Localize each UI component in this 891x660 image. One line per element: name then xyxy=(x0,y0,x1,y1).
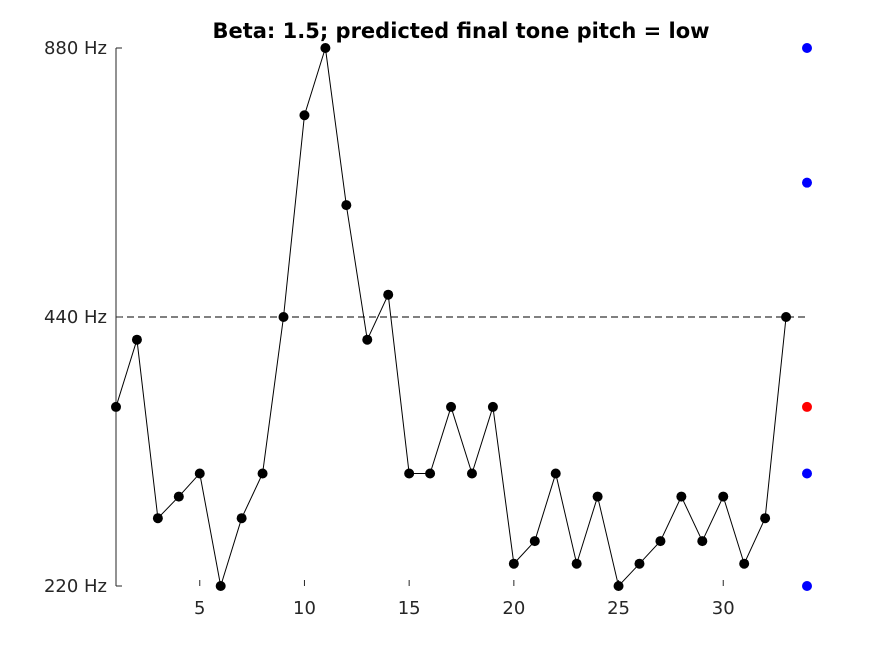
data-point xyxy=(173,491,184,502)
data-point xyxy=(299,110,310,121)
data-point xyxy=(446,401,457,412)
x-tick-label: 5 xyxy=(194,598,205,619)
data-points xyxy=(111,43,792,591)
data-point xyxy=(466,468,477,479)
y-tick-label: 220 Hz xyxy=(44,576,107,597)
data-point xyxy=(571,558,582,569)
data-point xyxy=(781,312,792,322)
data-point xyxy=(341,200,352,211)
data-point xyxy=(152,513,163,524)
data-point xyxy=(697,536,708,547)
data-point xyxy=(718,491,729,502)
x-tick-label: 30 xyxy=(712,598,735,619)
x-tick-label: 25 xyxy=(607,598,630,619)
data-point xyxy=(655,536,666,547)
plot-area: 220 Hz 440 Hz 880 Hz 5 10 15 20 25 30 xyxy=(44,38,812,619)
data-point xyxy=(739,558,750,569)
candidate-tone-point xyxy=(802,468,812,479)
candidate-tone-point xyxy=(802,43,812,53)
x-tick-label: 15 xyxy=(398,598,421,619)
x-tick-label: 20 xyxy=(502,598,525,619)
chart-title: Beta: 1.5; predicted final tone pitch = … xyxy=(212,19,709,43)
data-point xyxy=(550,468,561,479)
data-point xyxy=(131,334,142,345)
candidate-tone-point xyxy=(802,177,812,188)
data-point xyxy=(111,401,121,412)
data-point xyxy=(236,513,247,524)
y-tick-label: 880 Hz xyxy=(44,38,107,59)
data-point xyxy=(634,558,645,569)
data-point xyxy=(592,491,603,502)
data-point xyxy=(676,491,687,502)
data-point xyxy=(529,536,540,547)
candidate-tone-point xyxy=(802,581,812,591)
data-point xyxy=(320,43,331,53)
candidate-tone-point xyxy=(802,401,812,412)
data-point xyxy=(362,334,373,345)
data-point xyxy=(487,401,498,412)
x-tick-label: 10 xyxy=(293,598,316,619)
candidate-tones xyxy=(802,43,812,591)
x-ticks: 5 10 15 20 25 30 xyxy=(194,580,735,619)
data-point xyxy=(278,312,289,322)
y-tick-label: 440 Hz xyxy=(44,307,107,328)
data-point xyxy=(257,468,268,479)
data-point xyxy=(508,558,519,569)
data-point xyxy=(613,581,624,591)
data-point xyxy=(383,289,394,300)
data-point xyxy=(194,468,205,479)
data-point xyxy=(215,581,226,591)
y-ticks: 220 Hz 440 Hz 880 Hz xyxy=(44,38,122,597)
data-point xyxy=(425,468,436,479)
data-point xyxy=(760,513,771,524)
data-point xyxy=(404,468,415,479)
